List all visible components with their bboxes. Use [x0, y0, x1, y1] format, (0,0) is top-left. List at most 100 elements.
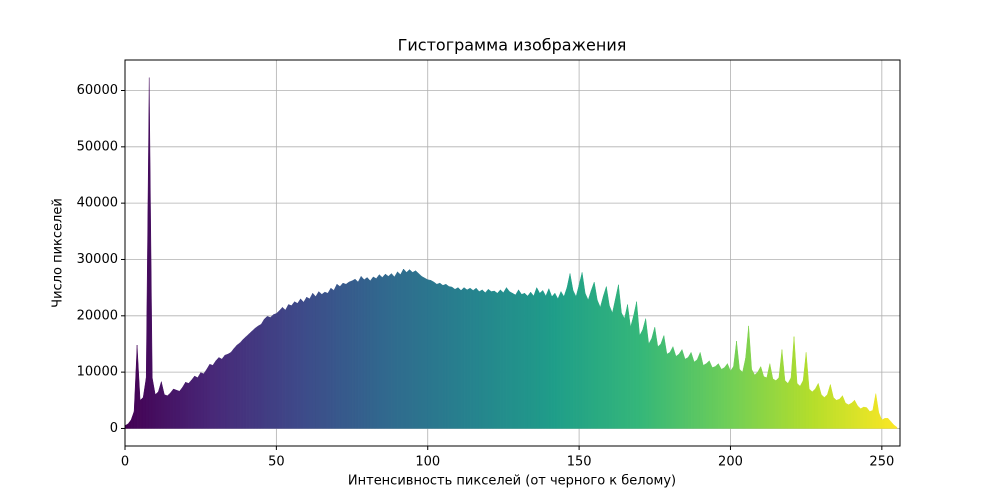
area-segment [139, 396, 144, 429]
area-segment [385, 273, 389, 429]
area-segment [539, 289, 544, 429]
area-segment [430, 279, 435, 429]
area-segment [833, 396, 837, 429]
area-segment [300, 298, 304, 429]
area-segment [730, 365, 734, 429]
x-tick-label: 0 [121, 455, 129, 470]
area-segment [603, 286, 607, 429]
area-segment [227, 351, 232, 429]
area-segment [693, 359, 698, 429]
area-segment [814, 383, 819, 429]
area-segment [327, 287, 332, 429]
area-segment [369, 276, 374, 429]
area-segment [796, 382, 801, 429]
area-segment [363, 277, 368, 429]
area-segment [133, 345, 138, 429]
area-segment [273, 313, 277, 429]
area-segment [872, 393, 877, 429]
area-segment [345, 281, 350, 429]
area-segment [475, 287, 480, 429]
area-segment [164, 394, 168, 429]
area-segment [742, 357, 746, 429]
area-segment [260, 318, 265, 429]
area-segment [672, 346, 677, 429]
area-segment [200, 372, 204, 429]
area-segment [451, 286, 456, 429]
area-segment [366, 276, 371, 429]
area-segment [142, 377, 147, 429]
y-tick-label: 20000 [77, 308, 118, 323]
area-segment [194, 375, 198, 429]
x-tick-label: 200 [718, 455, 743, 470]
area-segment [808, 388, 813, 429]
area-segment [675, 353, 680, 429]
area-segment [572, 290, 577, 429]
area-segment [854, 400, 858, 429]
area-segment [145, 77, 150, 429]
area-segment [415, 270, 419, 429]
area-segment [618, 284, 622, 429]
area-segment [406, 269, 410, 429]
area-segment [733, 341, 737, 429]
area-segment [805, 352, 810, 429]
area-segment [424, 277, 428, 429]
area-segment [233, 344, 238, 429]
area-segment [173, 388, 177, 429]
area-segment [684, 357, 689, 429]
area-segment [890, 421, 895, 429]
area-segment [754, 371, 758, 429]
area-segment [448, 286, 453, 429]
area-segment [412, 270, 416, 429]
area-segment [209, 363, 214, 429]
area-segment [554, 293, 559, 429]
area-segment [481, 289, 486, 429]
area-segment [503, 286, 507, 429]
area-segment [418, 272, 422, 429]
area-segment [161, 381, 165, 429]
area-segment [509, 291, 513, 429]
area-segment [578, 272, 583, 429]
area-segment [845, 402, 849, 429]
y-tick-label: 60000 [77, 83, 118, 98]
area-segment [515, 288, 519, 429]
x-tick-label: 150 [567, 455, 592, 470]
area-segment [215, 356, 220, 429]
y-axis-label: Число пикселей [51, 198, 66, 308]
area-segment [191, 375, 195, 429]
area-segment [442, 283, 447, 429]
area-segment [276, 310, 280, 429]
chart-title: Гистограмма изображения [398, 36, 627, 55]
area-segment [666, 351, 671, 429]
area-segment [663, 335, 668, 429]
area-segment [439, 282, 444, 429]
area-segment [775, 377, 780, 429]
area-segment [170, 388, 174, 429]
area-segment [600, 296, 604, 429]
area-segment [581, 272, 586, 429]
y-tick-label: 50000 [77, 139, 118, 154]
area-segment [203, 368, 207, 429]
area-segment [551, 292, 556, 429]
area-segment [545, 288, 550, 429]
area-segment [530, 291, 534, 429]
area-segment [627, 304, 631, 429]
area-segment [793, 336, 798, 429]
area-segment [394, 270, 398, 429]
area-segment [351, 278, 356, 429]
area-segment [633, 301, 637, 429]
area-segment [536, 287, 540, 429]
area-segment [270, 314, 274, 429]
x-axis-label: Интенсивность пикселей (от черного к бел… [348, 474, 676, 489]
area-segment [681, 349, 686, 429]
area-segment [557, 291, 562, 429]
area-segment [457, 287, 462, 429]
area-segment [478, 289, 483, 429]
area-segment [648, 338, 653, 429]
area-segment [221, 354, 226, 429]
area-segment [669, 346, 674, 429]
area-segment [294, 301, 298, 429]
area-segment [376, 273, 380, 429]
area-segment [336, 283, 341, 429]
area-segment [179, 386, 183, 429]
area-segment [787, 377, 792, 429]
